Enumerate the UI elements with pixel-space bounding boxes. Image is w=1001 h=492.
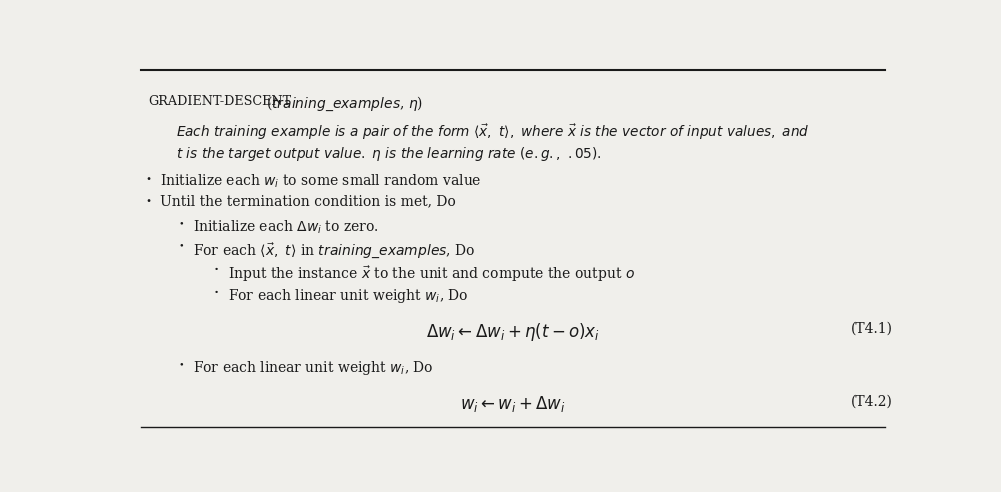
Text: Until the termination condition is met, Do: Until the termination condition is met, … xyxy=(160,195,455,209)
Text: Initialize each $w_i$ to some small random value: Initialize each $w_i$ to some small rand… xyxy=(160,173,481,190)
Text: $\bullet$: $\bullet$ xyxy=(144,195,151,204)
Text: ($\mathit{training\_examples}$, $\eta$): ($\mathit{training\_examples}$, $\eta$) xyxy=(266,95,423,113)
Text: For each linear unit weight $w_i$, Do: For each linear unit weight $w_i$, Do xyxy=(193,359,434,377)
Text: $\bullet$: $\bullet$ xyxy=(213,287,218,295)
Text: For each $\langle\vec{x},\ t\rangle$ in $\mathit{training\_examples}$, Do: For each $\langle\vec{x},\ t\rangle$ in … xyxy=(193,241,475,260)
Text: (T4.2): (T4.2) xyxy=(851,394,892,408)
Text: For each linear unit weight $w_i$, Do: For each linear unit weight $w_i$, Do xyxy=(228,287,469,305)
Text: $w_i \leftarrow w_i + \Delta w_i$: $w_i \leftarrow w_i + \Delta w_i$ xyxy=(460,394,566,414)
Text: $\bullet$: $\bullet$ xyxy=(178,218,184,227)
Text: Initialize each $\Delta w_i$ to zero.: Initialize each $\Delta w_i$ to zero. xyxy=(193,218,379,236)
Text: Input the instance $\vec{x}$ to the unit and compute the output $o$: Input the instance $\vec{x}$ to the unit… xyxy=(228,264,636,284)
Text: $\Delta w_i \leftarrow \Delta w_i + \eta(t - o)x_i$: $\Delta w_i \leftarrow \Delta w_i + \eta… xyxy=(426,321,600,343)
Text: $\bullet$: $\bullet$ xyxy=(144,173,151,182)
Text: GRADIENT-DESCENT: GRADIENT-DESCENT xyxy=(148,95,291,108)
Text: $\bullet$: $\bullet$ xyxy=(178,359,184,368)
Text: $\bf{\mathit{t\ is\ the\ target\ output\ value.}}$ $\bf{\mathit{\eta\ is\ the\ l: $\bf{\mathit{t\ is\ the\ target\ output\… xyxy=(175,145,602,163)
Text: $\bullet$: $\bullet$ xyxy=(178,241,184,250)
Text: $\bullet$: $\bullet$ xyxy=(213,264,218,273)
Text: $\bf{\mathit{Each\ training\ example\ is\ a\ pair\ of\ the\ form}}$ $\langle\vec: $\bf{\mathit{Each\ training\ example\ is… xyxy=(175,123,809,142)
Text: (T4.1): (T4.1) xyxy=(851,321,893,335)
